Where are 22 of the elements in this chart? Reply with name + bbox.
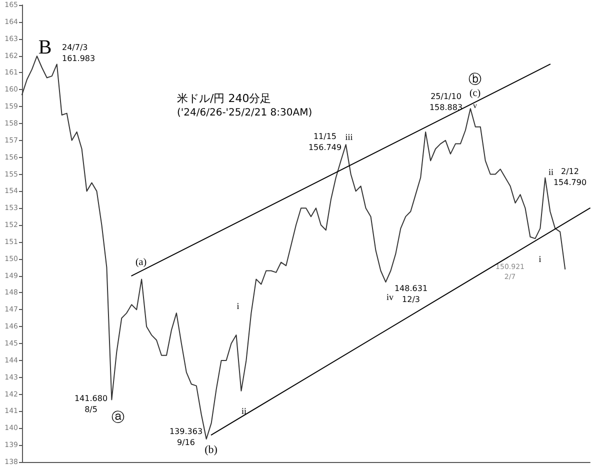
text: ('24/6/26-'25/2/21 8:30AM) (177, 108, 312, 118)
annotation: iv (386, 292, 394, 302)
annotation: 141.680 8/5 (74, 394, 108, 414)
annotation: ii (548, 167, 554, 177)
annotation: iii (345, 132, 354, 142)
annotation: v (473, 101, 477, 110)
text: 米ドル/円 240分足 (177, 92, 272, 105)
annotation: (c) (469, 88, 481, 99)
annotation: ⓐ (112, 410, 124, 426)
annotation: (b) (204, 444, 218, 456)
annotation: i (236, 301, 240, 311)
annotation: i (538, 254, 542, 264)
annotation: ii (241, 406, 247, 416)
annotation: (a) (135, 257, 147, 268)
annotation: 2/12 154.790 (553, 167, 587, 187)
annotation: B (38, 36, 52, 58)
annotation: 139.363 9/16 (169, 427, 203, 447)
annotation: 11/15 156.749 (308, 132, 342, 152)
annotation: 24/7/3 161.983 (62, 43, 96, 63)
annotation: 25/1/10 158.883 (429, 92, 463, 112)
annotation: ⓑ (468, 72, 482, 88)
annotation: 148.631 12/3 (394, 284, 428, 304)
